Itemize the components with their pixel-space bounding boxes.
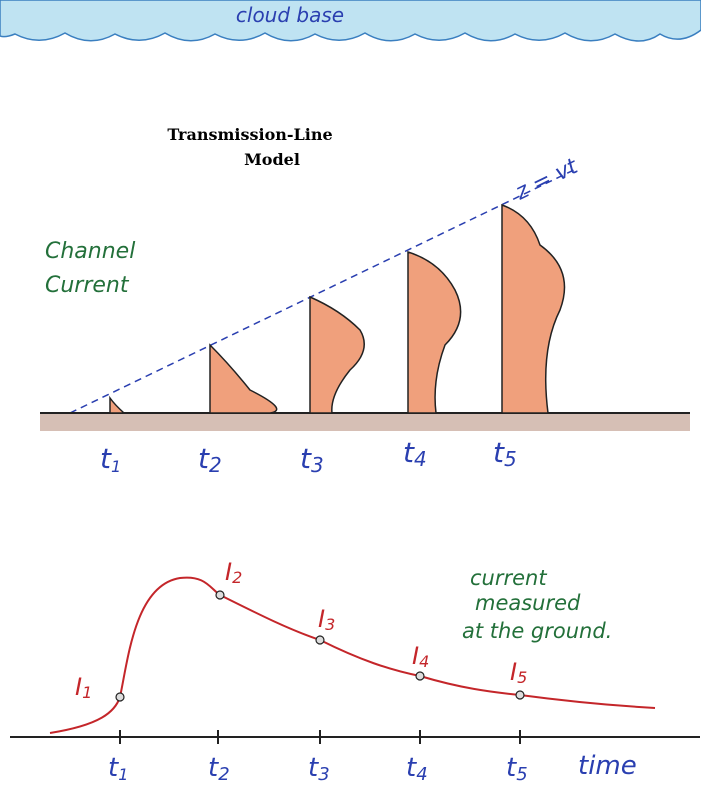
side-label: Current: [45, 273, 130, 298]
t: t: [403, 436, 415, 469]
I: I: [318, 605, 325, 633]
time-label: t1: [108, 753, 128, 784]
sub: 2: [218, 764, 229, 785]
t: t: [308, 753, 319, 783]
sub: 5: [504, 447, 517, 471]
cloud: [0, 0, 701, 42]
t: t: [406, 753, 417, 783]
curve-points: [115, 590, 525, 702]
point-label: I5: [510, 658, 527, 687]
t: t: [208, 753, 219, 783]
axis-label: time: [578, 751, 637, 781]
sub: 2: [232, 568, 242, 587]
point-label: I1: [75, 673, 92, 702]
note-line: measured: [475, 591, 581, 615]
time-label: t1: [100, 442, 121, 476]
I: I: [510, 658, 517, 686]
time-label: t3: [308, 753, 330, 785]
time-label: t5: [506, 753, 528, 785]
point-labels: I1 I2 I3 I4 I5: [75, 558, 527, 702]
sub: 4: [414, 447, 427, 471]
bottom-time-labels: t1 t2 t3 t4 t5 time: [108, 751, 637, 785]
sub: 1: [118, 765, 128, 784]
time-axis: [10, 730, 700, 744]
t: t: [300, 442, 312, 475]
title: Transmission-Line: [167, 125, 332, 144]
title: Model: [244, 150, 300, 169]
t: t: [100, 442, 112, 475]
sub: 3: [318, 764, 329, 785]
time-label: t4: [403, 436, 427, 471]
note: current measured at the ground.: [462, 566, 612, 643]
cloud-label: cloud base: [236, 3, 344, 27]
note-line: at the ground.: [462, 619, 612, 643]
sub: 2: [209, 453, 222, 477]
t: t: [506, 753, 517, 783]
sub: 4: [419, 652, 429, 671]
ground: [40, 412, 690, 431]
sub: 5: [517, 668, 527, 687]
I: I: [225, 558, 232, 586]
point-label: I2: [225, 558, 242, 587]
note-line: current: [470, 566, 547, 590]
time-label: t4: [406, 753, 428, 785]
t: t: [493, 436, 505, 469]
sub: 1: [82, 683, 92, 702]
I: I: [412, 642, 419, 670]
front-line: [69, 167, 579, 414]
time-label: t2: [208, 753, 230, 785]
time-label: t5: [493, 436, 517, 471]
t: t: [198, 442, 210, 475]
sub: 1: [111, 457, 121, 476]
line-label: z = vt: [511, 154, 583, 206]
point-label: I4: [412, 642, 429, 671]
side-label: Channel: [45, 239, 135, 264]
sub: 4: [416, 764, 427, 785]
time-label: t2: [198, 442, 222, 477]
I: I: [75, 673, 82, 701]
time-label: t3: [300, 442, 324, 477]
sub: 3: [311, 453, 324, 477]
top-time-labels: t1 t2 t3 t4 t5: [100, 436, 517, 477]
t: t: [108, 753, 119, 783]
point-label: I3: [318, 605, 335, 634]
sub: 5: [516, 764, 527, 785]
sub: 3: [325, 615, 335, 634]
current-pulses: [109, 203, 566, 414]
